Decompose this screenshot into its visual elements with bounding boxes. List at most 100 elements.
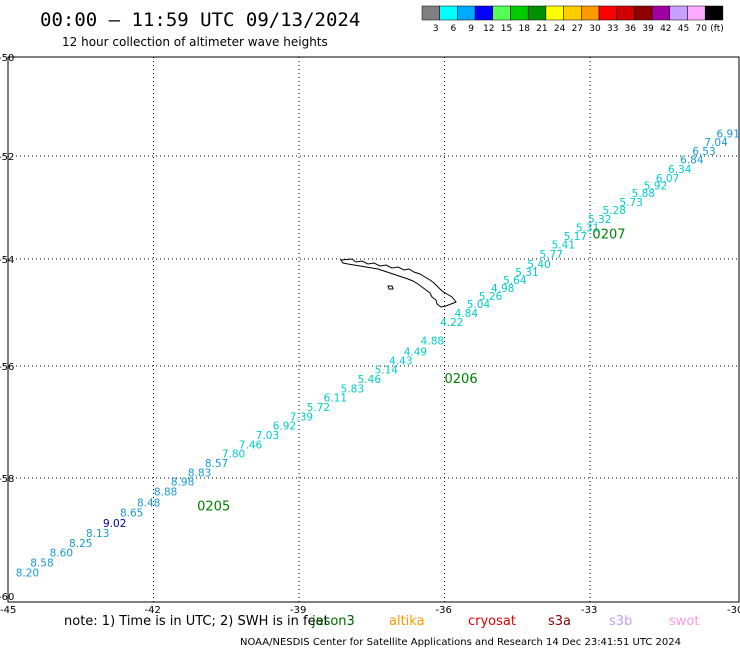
legend-label: 9: [468, 24, 474, 34]
wave-height-label: 5.17: [564, 231, 587, 243]
wave-height-label: 5.32: [588, 214, 611, 226]
footer-credit: NOAA/NESDIS Center for Satellite Applica…: [240, 637, 681, 648]
wave-height-label: 5.14: [375, 364, 399, 376]
legend-unit: (ft): [710, 24, 724, 34]
wave-height-label: 5.41: [552, 240, 575, 252]
legend-swatch: [492, 5, 511, 21]
wave-height-label: 8.83: [188, 467, 211, 479]
axis-ticks: -45 -42 -39 -36 -33 -30 -50 -52 -54 -56 -58 -60: [0, 53, 740, 616]
wave-height-label: 7.04: [704, 137, 728, 149]
wave-height-label: 4.88: [421, 336, 444, 348]
legend-swatch: [669, 5, 688, 21]
legend-label: 33: [607, 24, 618, 34]
footer-note: note: 1) Time is in UTC; 2) SWH is in fe…: [64, 614, 329, 629]
map-subtitle: 12 hour collection of altimeter wave hei…: [62, 35, 328, 49]
lon-tick-label: -33: [581, 605, 597, 616]
legend-swatch: [598, 5, 617, 21]
legend-label: 18: [518, 24, 530, 34]
wave-height-label: 5.31: [576, 223, 599, 235]
wave-height-label: 8.25: [69, 538, 92, 550]
wave-height-label: 4.98: [491, 283, 514, 295]
wave-height-label: 6.11: [324, 392, 347, 404]
lon-tick-label: -45: [0, 605, 16, 616]
altimeter-track: 8.208.588.608.258.139.028.658.488.888.98…: [16, 129, 740, 580]
legend-label: 12: [483, 24, 494, 34]
satellite-name: cryosat: [468, 614, 516, 629]
wave-height-label: 8.48: [137, 497, 160, 509]
wave-height-label: 5.92: [644, 180, 667, 192]
legend-label: 70: [695, 24, 707, 34]
wave-height-label: 7.46: [239, 439, 263, 451]
legend-swatch: [581, 5, 600, 21]
wave-height-label: 5.26: [479, 291, 503, 303]
lat-tick-label: -58: [0, 474, 14, 485]
lat-lon-grid: [8, 57, 739, 602]
legend-swatch: [545, 5, 564, 21]
wave-height-label: 5.31: [515, 267, 538, 279]
legend-label: 39: [642, 24, 654, 34]
wave-height-label: 5.72: [307, 402, 330, 414]
legend-swatch: [439, 5, 458, 21]
wave-height-label: 5.83: [341, 383, 364, 395]
legend-label: 36: [625, 24, 637, 34]
legend-label: 24: [554, 24, 566, 34]
pass-number-label: 0207: [592, 227, 625, 242]
legend-label: 45: [678, 24, 689, 34]
satellite-name: jason3: [311, 614, 355, 629]
legend-swatch: [651, 5, 671, 21]
wave-height-label: 5.40: [527, 259, 550, 271]
wave-height-label: 8.88: [154, 487, 177, 499]
legend-swatch: [457, 5, 476, 21]
legend-swatch: [616, 5, 635, 21]
legend-swatch: [563, 5, 582, 21]
legend-label: 6: [451, 24, 457, 34]
satellite-name: swot: [669, 614, 699, 629]
wave-height-label: 4.43: [389, 355, 412, 367]
wave-height-label: 5.77: [540, 249, 563, 261]
wave-height-label: 4.22: [440, 317, 463, 329]
wave-height-label: 5.46: [358, 374, 382, 386]
wave-height-label: 5.73: [620, 197, 643, 209]
wave-height-label: 4.49: [404, 346, 427, 358]
wave-height-label: 7.03: [256, 430, 279, 442]
legend-label: 3: [433, 24, 439, 34]
wave-height-label: 4.84: [455, 308, 479, 320]
wave-height-label: 6.91: [717, 129, 740, 141]
satellite-name: s3a: [548, 614, 571, 629]
lat-tick-label: -60: [0, 592, 14, 603]
map-title: 00:00 – 11:59 UTC 09/13/2024: [40, 9, 360, 31]
wave-height-label: 6.84: [680, 155, 704, 167]
pass-labels: 0205 0206 0207: [197, 227, 625, 514]
lat-tick-label: -52: [0, 152, 14, 163]
wave-height-label: 9.02: [103, 518, 126, 530]
lat-tick-label: -56: [0, 362, 14, 373]
lon-tick-label: -42: [145, 605, 161, 616]
wave-height-label: 5.88: [632, 188, 655, 200]
map-frame: [7, 56, 740, 603]
wave-height-label: 7.39: [290, 411, 313, 423]
legend-swatch: [421, 5, 440, 21]
south-georgia-coastline: [340, 258, 457, 308]
legend-label: 27: [572, 24, 583, 34]
legend-swatch: [510, 5, 529, 21]
lon-tick-label: -39: [290, 605, 306, 616]
wave-height-label: 5.04: [467, 299, 491, 311]
legend-label: 21: [536, 24, 547, 34]
wave-height-label: 8.13: [86, 528, 109, 540]
wave-height-label: 6.34: [668, 164, 692, 176]
legend-label: 30: [589, 24, 601, 34]
satellite-name: altika: [389, 614, 425, 629]
lon-tick-label: -30: [727, 605, 740, 616]
legend-label: 42: [660, 24, 671, 34]
pass-number-label: 0206: [445, 372, 478, 387]
wave-height-label: 8.65: [120, 507, 143, 519]
wave-height-label: 5.28: [603, 205, 626, 217]
legend-swatch: [687, 5, 706, 21]
wave-height-label: 8.57: [205, 458, 228, 470]
wave-height-label: 8.98: [171, 477, 194, 489]
legend-swatch: [704, 5, 724, 21]
satellite-legend: jason3 altika cryosat s3a s3b swot: [311, 614, 699, 629]
lat-tick-label: -54: [0, 255, 14, 266]
pass-number-label: 0205: [197, 499, 230, 514]
